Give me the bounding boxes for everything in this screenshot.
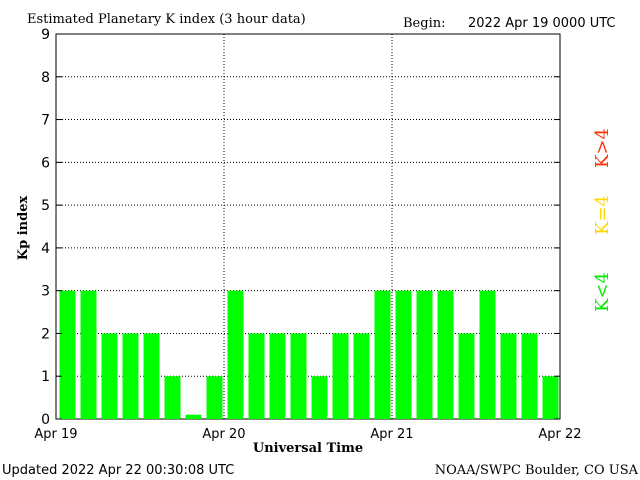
grid-lines xyxy=(56,34,560,419)
legend-item: K<4 xyxy=(592,272,613,312)
bar xyxy=(185,414,202,419)
begin-value: 2022 Apr 19 0000 UTC xyxy=(468,16,616,31)
chart-title: Estimated Planetary K index (3 hour data… xyxy=(27,12,306,27)
bar xyxy=(290,333,307,419)
credit-text: NOAA/SWPC Boulder, CO USA xyxy=(435,463,639,478)
x-axis-label: Universal Time xyxy=(253,441,363,456)
bar xyxy=(521,333,538,419)
x-tick-label: Apr 20 xyxy=(202,427,245,442)
bar xyxy=(374,290,391,419)
bar xyxy=(416,290,433,419)
x-tick-labels: Apr 19 Apr 20 Apr 21 Apr 22 xyxy=(34,427,581,442)
y-axis-label: Kp index xyxy=(16,196,31,261)
legend: K<4 K=4 K>4 xyxy=(592,128,613,312)
legend-item: K=4 xyxy=(592,195,613,235)
bar xyxy=(500,333,517,419)
y-tick-label: 3 xyxy=(41,284,50,300)
bar xyxy=(437,290,454,419)
bar xyxy=(458,333,475,419)
bar xyxy=(164,376,181,419)
bar xyxy=(479,290,496,419)
begin-label: Begin: xyxy=(403,16,445,31)
bar xyxy=(80,290,97,419)
x-tick-label: Apr 21 xyxy=(370,427,413,442)
y-tick-label: 9 xyxy=(41,27,50,43)
y-tick-label: 6 xyxy=(41,155,50,171)
bar xyxy=(542,376,559,419)
y-tick-labels: 0 1 2 3 4 5 6 7 8 9 xyxy=(41,27,560,428)
y-tick-label: 5 xyxy=(41,198,50,214)
bar xyxy=(395,290,412,419)
bar xyxy=(227,290,244,419)
bars-group xyxy=(59,290,559,419)
bar xyxy=(353,333,370,419)
bar xyxy=(59,290,76,419)
y-tick-label: 4 xyxy=(41,241,50,257)
bar xyxy=(269,333,286,419)
x-tick-label: Apr 19 xyxy=(34,427,77,442)
bar xyxy=(101,333,118,419)
bar xyxy=(206,376,223,419)
y-tick-label: 7 xyxy=(41,113,50,129)
updated-text: Updated 2022 Apr 22 00:30:08 UTC xyxy=(2,463,234,478)
bar xyxy=(332,333,349,419)
bar xyxy=(143,333,160,419)
plot-frame xyxy=(55,33,561,420)
legend-item: K>4 xyxy=(592,128,613,168)
bar xyxy=(311,376,328,419)
y-tick-label: 8 xyxy=(41,70,50,86)
x-tick-label: Apr 22 xyxy=(538,427,581,442)
bar xyxy=(122,333,139,419)
y-tick-label: 0 xyxy=(41,412,50,428)
bar xyxy=(248,333,265,419)
y-tick-label: 2 xyxy=(41,326,50,342)
y-tick-label: 1 xyxy=(41,369,50,385)
